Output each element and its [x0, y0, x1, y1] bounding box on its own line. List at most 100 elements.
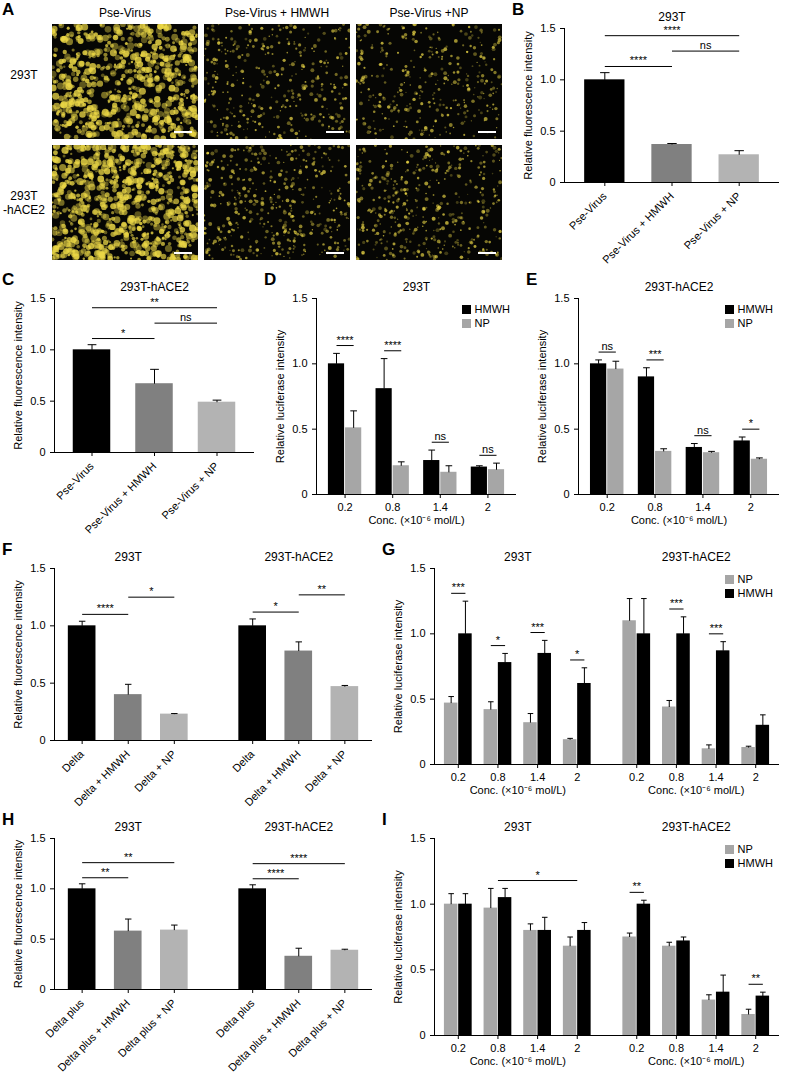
- svg-text:1.5: 1.5: [410, 562, 425, 574]
- svg-text:Pse-Virus + HMWH: Pse-Virus + HMWH: [600, 190, 676, 266]
- svg-text:2: 2: [748, 501, 754, 513]
- svg-text:**: **: [101, 866, 110, 878]
- svg-text:0: 0: [419, 1029, 425, 1041]
- svg-text:Relative fluorescence intensit: Relative fluorescence intensity: [522, 31, 534, 180]
- svg-text:293T-hACE2: 293T-hACE2: [645, 280, 714, 294]
- svg-text:Delta: Delta: [59, 747, 86, 774]
- svg-text:****: ****: [384, 339, 402, 351]
- svg-text:293T-hACE2: 293T-hACE2: [264, 550, 333, 564]
- svg-text:ns: ns: [434, 430, 446, 442]
- svg-text:293T: 293T: [115, 820, 143, 834]
- svg-text:Delta: Delta: [230, 747, 257, 774]
- svg-text:1.4: 1.4: [530, 771, 545, 783]
- svg-text:0.2: 0.2: [451, 1042, 466, 1054]
- svg-text:Pse-Virus + NP: Pse-Virus + NP: [681, 190, 743, 252]
- svg-text:***: ***: [670, 597, 684, 609]
- svg-text:293T: 293T: [115, 550, 143, 564]
- svg-text:0: 0: [549, 176, 555, 188]
- svg-text:*: *: [535, 869, 540, 881]
- svg-text:**: **: [124, 851, 133, 863]
- svg-text:1.4: 1.4: [708, 771, 723, 783]
- svg-text:1.5: 1.5: [292, 292, 307, 304]
- svg-text:***: ***: [710, 622, 724, 634]
- svg-text:1.4: 1.4: [433, 501, 448, 513]
- svg-text:0.2: 0.2: [600, 501, 615, 513]
- svg-text:ns: ns: [482, 443, 494, 455]
- svg-text:****: ****: [630, 54, 648, 66]
- svg-text:Delta + HMWH: Delta + HMWH: [72, 748, 133, 809]
- svg-text:Pse-Virus + HMWH: Pse-Virus + HMWH: [82, 460, 158, 536]
- svg-text:ns: ns: [180, 311, 192, 323]
- svg-text:1.4: 1.4: [695, 501, 710, 513]
- svg-text:1.5: 1.5: [554, 292, 569, 304]
- svg-text:1.0: 1.0: [292, 357, 307, 369]
- svg-text:0.8: 0.8: [669, 771, 684, 783]
- svg-text:0.2: 0.2: [629, 771, 644, 783]
- svg-text:Delta plus + NP: Delta plus + NP: [286, 997, 349, 1060]
- svg-text:0.5: 0.5: [540, 125, 555, 137]
- svg-text:****: ****: [290, 852, 308, 864]
- svg-text:1.0: 1.0: [410, 627, 425, 639]
- svg-text:Relative fluorescence intensit: Relative fluorescence intensity: [12, 580, 24, 729]
- svg-text:*: *: [496, 634, 501, 646]
- svg-text:ns: ns: [700, 39, 712, 51]
- svg-text:1.5: 1.5: [410, 832, 425, 844]
- svg-text:Delta plus + NP: Delta plus + NP: [115, 997, 178, 1060]
- svg-text:2: 2: [574, 1042, 580, 1054]
- svg-text:**: **: [632, 880, 641, 892]
- svg-text:****: ****: [663, 24, 681, 36]
- svg-text:0.8: 0.8: [490, 771, 505, 783]
- svg-text:2: 2: [485, 501, 491, 513]
- svg-text:2: 2: [753, 771, 759, 783]
- svg-text:**: **: [318, 583, 327, 595]
- svg-text:0.8: 0.8: [669, 1042, 684, 1054]
- svg-text:0: 0: [39, 734, 45, 746]
- svg-text:***: ***: [531, 621, 545, 633]
- svg-text:Relative luciferase intensity: Relative luciferase intensity: [392, 599, 404, 733]
- svg-text:*: *: [575, 648, 580, 660]
- svg-text:***: ***: [452, 581, 466, 593]
- svg-text:0.2: 0.2: [629, 1042, 644, 1054]
- svg-text:ns: ns: [697, 424, 709, 436]
- svg-text:*: *: [121, 327, 126, 339]
- svg-text:1.4: 1.4: [708, 1042, 723, 1054]
- svg-text:0.8: 0.8: [490, 1042, 505, 1054]
- svg-text:0.5: 0.5: [30, 933, 45, 945]
- svg-text:Delta plus + HMWH: Delta plus + HMWH: [55, 997, 132, 1074]
- svg-text:*: *: [749, 417, 754, 429]
- svg-text:0: 0: [39, 983, 45, 995]
- svg-text:ns: ns: [601, 340, 613, 352]
- svg-text:Delta plus: Delta plus: [213, 996, 256, 1039]
- svg-text:293T-hACE2: 293T-hACE2: [662, 550, 731, 564]
- svg-text:0: 0: [39, 446, 45, 458]
- svg-text:****: ****: [267, 867, 285, 879]
- svg-text:1.0: 1.0: [30, 619, 45, 631]
- svg-text:0.5: 0.5: [410, 693, 425, 705]
- svg-text:0: 0: [419, 758, 425, 770]
- svg-text:Pse-Virus: Pse-Virus: [567, 189, 609, 231]
- svg-text:Pse-Virus + NP: Pse-Virus + NP: [159, 460, 221, 522]
- svg-text:1.0: 1.0: [540, 73, 555, 85]
- svg-text:293T: 293T: [403, 280, 431, 294]
- svg-text:Pse-Virus: Pse-Virus: [54, 459, 96, 501]
- svg-text:1.5: 1.5: [30, 832, 45, 844]
- svg-text:0.5: 0.5: [554, 423, 569, 435]
- svg-text:1.5: 1.5: [30, 562, 45, 574]
- svg-text:1.0: 1.0: [30, 343, 45, 355]
- svg-text:0.8: 0.8: [385, 501, 400, 513]
- svg-text:0.2: 0.2: [451, 771, 466, 783]
- svg-text:Relative luciferase intensity: Relative luciferase intensity: [274, 329, 286, 463]
- svg-text:****: ****: [337, 334, 355, 346]
- svg-text:0.8: 0.8: [647, 501, 662, 513]
- svg-text:**: **: [751, 972, 760, 984]
- svg-text:1.0: 1.0: [410, 898, 425, 910]
- svg-text:Delta + NP: Delta + NP: [132, 748, 178, 794]
- svg-text:0.5: 0.5: [30, 395, 45, 407]
- svg-text:293T-hACE2: 293T-hACE2: [264, 820, 333, 834]
- svg-text:0: 0: [563, 488, 569, 500]
- svg-text:293T: 293T: [658, 10, 686, 24]
- svg-text:0.2: 0.2: [337, 501, 352, 513]
- svg-text:1.5: 1.5: [540, 22, 555, 34]
- svg-text:Conc. (×10⁻⁶ mol/L): Conc. (×10⁻⁶ mol/L): [648, 1055, 744, 1067]
- svg-text:***: ***: [649, 348, 663, 360]
